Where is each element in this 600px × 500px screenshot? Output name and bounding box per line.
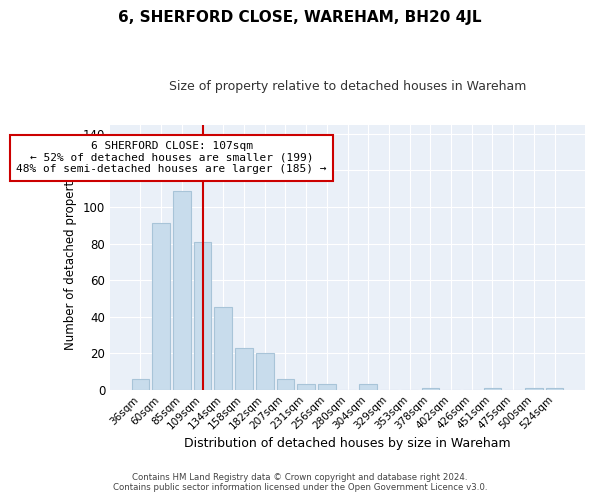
- Bar: [256, 353, 274, 390]
- Y-axis label: Number of detached properties: Number of detached properties: [64, 164, 77, 350]
- Bar: [152, 224, 170, 390]
- X-axis label: Distribution of detached houses by size in Wareham: Distribution of detached houses by size …: [184, 437, 511, 450]
- Bar: [235, 348, 253, 390]
- Title: Size of property relative to detached houses in Wareham: Size of property relative to detached ho…: [169, 80, 526, 93]
- Bar: [214, 308, 232, 390]
- Bar: [484, 388, 501, 390]
- Text: Contains HM Land Registry data © Crown copyright and database right 2024.
Contai: Contains HM Land Registry data © Crown c…: [113, 473, 487, 492]
- Bar: [422, 388, 439, 390]
- Text: 6, SHERFORD CLOSE, WAREHAM, BH20 4JL: 6, SHERFORD CLOSE, WAREHAM, BH20 4JL: [118, 10, 482, 25]
- Bar: [525, 388, 543, 390]
- Bar: [277, 379, 294, 390]
- Bar: [359, 384, 377, 390]
- Bar: [194, 242, 211, 390]
- Bar: [131, 379, 149, 390]
- Bar: [173, 190, 191, 390]
- Text: 6 SHERFORD CLOSE: 107sqm
← 52% of detached houses are smaller (199)
48% of semi-: 6 SHERFORD CLOSE: 107sqm ← 52% of detach…: [16, 141, 327, 174]
- Bar: [298, 384, 315, 390]
- Bar: [546, 388, 563, 390]
- Bar: [318, 384, 335, 390]
